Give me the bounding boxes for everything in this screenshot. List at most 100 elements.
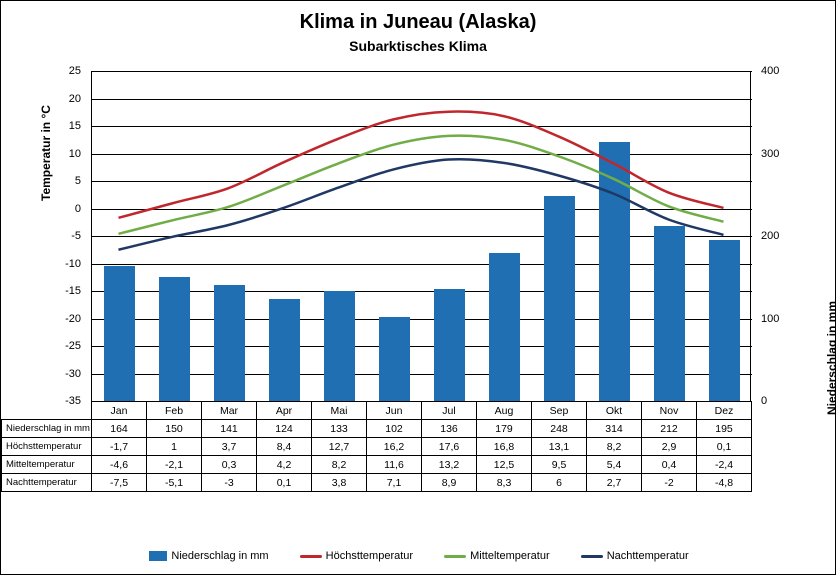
legend-high: Höchsttemperatur — [300, 550, 413, 562]
ytick-left: 20 — [51, 93, 81, 105]
ytick-left: -5 — [51, 230, 81, 242]
data-cell: -2,1 — [147, 456, 202, 474]
data-cell: 248 — [532, 420, 587, 438]
ytick-left: -25 — [51, 340, 81, 352]
chart-subtitle: Subarktisches Klima — [1, 38, 835, 54]
legend-mean: Mitteltemperatur — [444, 550, 549, 562]
data-table-wrap: JanFebMarAprMaiJunJulAugSepOktNovDez Nied… — [1, 401, 751, 492]
data-cell: 11,6 — [367, 456, 422, 474]
line-layer — [91, 71, 751, 401]
data-cell: 17,6 — [422, 438, 477, 456]
data-cell: 2,9 — [642, 438, 697, 456]
data-cell: 150 — [147, 420, 202, 438]
row-label: Nachttemperatur — [2, 474, 92, 492]
ytick-left: -15 — [51, 285, 81, 297]
data-cell: 8,2 — [587, 438, 642, 456]
data-cell: -5,1 — [147, 474, 202, 492]
data-cell: 1 — [147, 438, 202, 456]
data-cell: 141 — [202, 420, 257, 438]
data-cell: 195 — [697, 420, 752, 438]
month-header: Dez — [697, 402, 752, 420]
legend-precip: Niederschlag in mm — [149, 550, 268, 562]
ytick-left: 10 — [51, 148, 81, 160]
data-cell: 4,2 — [257, 456, 312, 474]
data-cell: -7,5 — [92, 474, 147, 492]
data-cell: 0,4 — [642, 456, 697, 474]
data-cell: 0,1 — [257, 474, 312, 492]
data-cell: 16,8 — [477, 438, 532, 456]
month-header: Jul — [422, 402, 477, 420]
month-header: Jun — [367, 402, 422, 420]
data-cell: 16,2 — [367, 438, 422, 456]
data-cell: -4,8 — [697, 474, 752, 492]
row-label: Höchsttemperatur — [2, 438, 92, 456]
legend: Niederschlag in mm Höchsttemperatur Mitt… — [1, 550, 836, 562]
data-cell: 12,5 — [477, 456, 532, 474]
ytick-right: 400 — [761, 65, 791, 77]
data-cell: 12,7 — [312, 438, 367, 456]
row-label — [2, 402, 92, 420]
data-cell: 8,9 — [422, 474, 477, 492]
data-cell: -4,6 — [92, 456, 147, 474]
month-header: Aug — [477, 402, 532, 420]
data-cell: 13,1 — [532, 438, 587, 456]
ytick-right: 0 — [761, 395, 791, 407]
data-cell: 102 — [367, 420, 422, 438]
data-cell: 8,3 — [477, 474, 532, 492]
legend-swatch-line-high — [300, 555, 322, 558]
legend-swatch-line-low — [581, 555, 603, 558]
month-header: Apr — [257, 402, 312, 420]
data-cell: 164 — [92, 420, 147, 438]
data-cell: 9,5 — [532, 456, 587, 474]
data-cell: 133 — [312, 420, 367, 438]
line-mean — [119, 136, 724, 234]
chart-container: Klima in Juneau (Alaska) Subarktisches K… — [0, 0, 836, 575]
legend-swatch-line-mean — [444, 555, 466, 558]
data-cell: 136 — [422, 420, 477, 438]
row-label: Mitteltemperatur — [2, 456, 92, 474]
ytick-left: 5 — [51, 175, 81, 187]
data-cell: 6 — [532, 474, 587, 492]
data-cell: -3 — [202, 474, 257, 492]
month-header: Okt — [587, 402, 642, 420]
chart-title: Klima in Juneau (Alaska) — [1, 11, 835, 34]
month-header: Feb — [147, 402, 202, 420]
month-header: Sep — [532, 402, 587, 420]
ytick-left: -20 — [51, 313, 81, 325]
ytick-left: -10 — [51, 258, 81, 270]
ytick-left: 15 — [51, 120, 81, 132]
ytick-left: -30 — [51, 368, 81, 380]
data-cell: 0,1 — [697, 438, 752, 456]
data-cell: -2,4 — [697, 456, 752, 474]
row-label: Niederschlag in mm — [2, 420, 92, 438]
data-cell: 212 — [642, 420, 697, 438]
y-right-axis-label: Niederschlag in mm — [825, 301, 836, 415]
data-cell: -2 — [642, 474, 697, 492]
data-cell: 3,8 — [312, 474, 367, 492]
data-cell: 13,2 — [422, 456, 477, 474]
data-cell: 8,2 — [312, 456, 367, 474]
legend-low: Nachttemperatur — [581, 550, 689, 562]
data-cell: 7,1 — [367, 474, 422, 492]
month-header: Jan — [92, 402, 147, 420]
data-cell: 8,4 — [257, 438, 312, 456]
ytick-right: 100 — [761, 313, 791, 325]
ytick-left: 0 — [51, 203, 81, 215]
data-cell: 2,7 — [587, 474, 642, 492]
data-cell: -1,7 — [92, 438, 147, 456]
data-cell: 3,7 — [202, 438, 257, 456]
data-cell: 314 — [587, 420, 642, 438]
data-cell: 5,4 — [587, 456, 642, 474]
data-cell: 179 — [477, 420, 532, 438]
data-table: JanFebMarAprMaiJunJulAugSepOktNovDez Nied… — [1, 401, 752, 492]
legend-swatch-bar — [149, 551, 167, 561]
ytick-right: 300 — [761, 148, 791, 160]
ytick-left: 25 — [51, 65, 81, 77]
ytick-right: 200 — [761, 230, 791, 242]
month-header: Mai — [312, 402, 367, 420]
plot-area: -35-30-25-20-15-10-505101520250100200300… — [91, 71, 751, 401]
data-cell: 0,3 — [202, 456, 257, 474]
month-header: Mar — [202, 402, 257, 420]
month-header: Nov — [642, 402, 697, 420]
data-cell: 124 — [257, 420, 312, 438]
